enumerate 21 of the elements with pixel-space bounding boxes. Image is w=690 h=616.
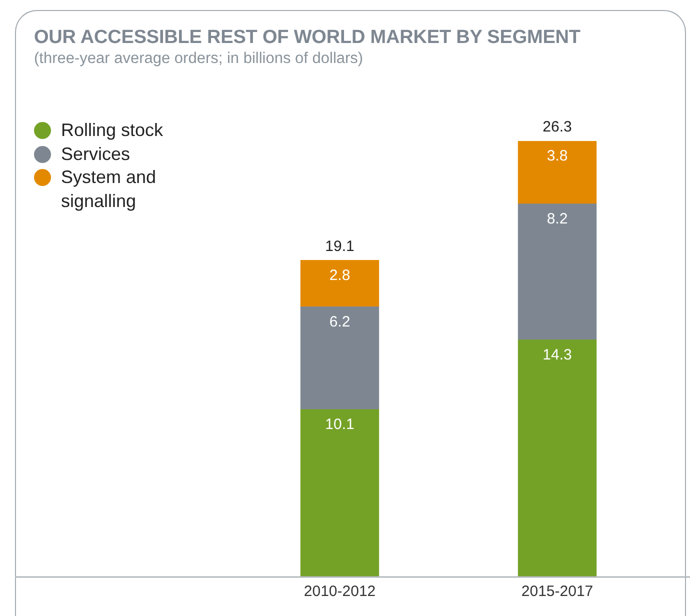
bar [518, 141, 597, 204]
chart-title: OUR ACCESSIBLE REST OF WORLD MARKET BY SEGMENT [34, 27, 580, 49]
x-tick-label: 2015-2017 [521, 583, 594, 600]
bar [518, 340, 597, 577]
legend-label: Services [61, 142, 130, 166]
total-label: 19.1 [325, 238, 354, 255]
legend-label: System and signalling [61, 166, 158, 213]
data-label: 2.8 [329, 267, 350, 284]
total-label: 26.3 [542, 118, 572, 136]
bar [300, 306, 380, 410]
data-label: 6.2 [329, 313, 350, 330]
bar [300, 409, 380, 577]
chart-subtitle: (three-year average orders; in billions of dollars) [34, 50, 364, 68]
bar [518, 204, 597, 340]
data-label: 8.2 [546, 210, 568, 228]
bar [300, 260, 380, 308]
data-label: 14.3 [542, 346, 572, 364]
data-label: 10.1 [325, 416, 354, 434]
data-label: 3.8 [546, 148, 568, 165]
x-tick-label: 2010-2012 [304, 583, 376, 600]
legend-label: Rolling stock [61, 119, 164, 142]
